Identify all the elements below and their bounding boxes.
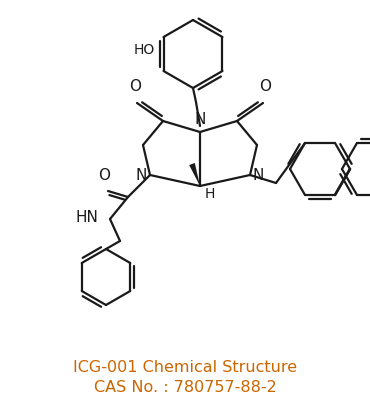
Text: CAS No. : 780757-88-2: CAS No. : 780757-88-2 — [94, 379, 276, 394]
Polygon shape — [189, 163, 200, 186]
Text: H: H — [205, 187, 215, 201]
Text: N: N — [194, 112, 206, 127]
Text: O: O — [129, 79, 141, 94]
Text: ICG-001 Chemical Structure: ICG-001 Chemical Structure — [73, 360, 297, 375]
Text: O: O — [98, 168, 110, 183]
Text: N: N — [136, 168, 147, 183]
Text: N: N — [253, 168, 265, 183]
Text: O: O — [259, 79, 271, 94]
Text: HO: HO — [134, 43, 155, 57]
Text: HN: HN — [75, 210, 98, 225]
